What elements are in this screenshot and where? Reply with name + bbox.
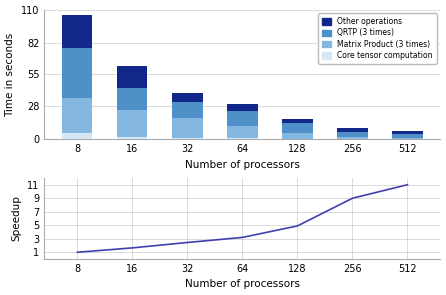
Bar (62, 48, 92, 98)
Bar (282, 123, 313, 133)
Bar (337, 128, 368, 132)
Bar (282, 133, 313, 139)
Bar (62, 133, 92, 139)
Bar (227, 111, 257, 126)
Bar (117, 137, 148, 139)
X-axis label: Number of processors: Number of processors (185, 279, 300, 289)
Bar (392, 131, 422, 134)
Bar (227, 126, 257, 138)
Bar (172, 93, 202, 102)
Y-axis label: Speedup: Speedup (12, 196, 22, 241)
Bar (172, 102, 202, 118)
Bar (117, 88, 148, 110)
Bar (172, 118, 202, 138)
Bar (227, 138, 257, 139)
Bar (227, 104, 257, 111)
Bar (172, 138, 202, 139)
Y-axis label: Time in seconds: Time in seconds (5, 32, 16, 117)
Bar (337, 132, 368, 137)
Bar (62, 15, 92, 48)
Bar (392, 137, 422, 139)
Bar (282, 119, 313, 123)
Legend: Other operations, QRTP (3 times), Matrix Product (3 times), Core tensor computat: Other operations, QRTP (3 times), Matrix… (318, 13, 437, 64)
Bar (392, 134, 422, 137)
Bar (117, 110, 148, 137)
X-axis label: Number of processors: Number of processors (185, 160, 300, 170)
Bar (337, 137, 368, 139)
Bar (117, 66, 148, 88)
Bar (62, 98, 92, 133)
